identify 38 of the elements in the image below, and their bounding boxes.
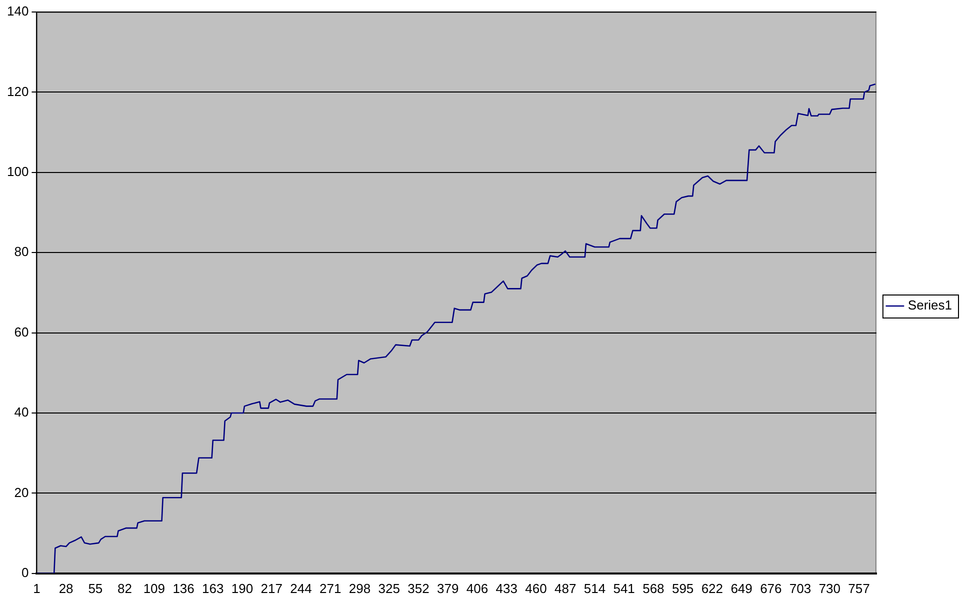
y-tick-label: 80 — [14, 244, 29, 260]
y-tick-label: 0 — [21, 564, 29, 580]
x-tick-label: 109 — [143, 580, 166, 596]
x-tick-label: 622 — [701, 580, 724, 596]
x-tick-label: 325 — [378, 580, 400, 596]
x-tick-label: 217 — [260, 580, 282, 596]
x-tick-label: 190 — [231, 580, 254, 596]
x-tick-label: 568 — [642, 580, 664, 596]
y-tick-label: 120 — [6, 84, 29, 99]
x-tick-label: 406 — [466, 580, 488, 596]
x-tick-label: 460 — [525, 580, 547, 596]
x-tick-label: 244 — [290, 580, 312, 596]
x-tick-label: 514 — [584, 580, 606, 596]
x-tick-label: 82 — [118, 580, 132, 596]
legend-label: Series1 — [908, 298, 952, 313]
x-tick-label: 649 — [730, 580, 752, 596]
x-tick-label: 487 — [554, 580, 576, 596]
x-tick-label: 676 — [760, 580, 782, 596]
x-tick-label: 1 — [33, 580, 40, 596]
x-tick-label: 541 — [613, 580, 635, 596]
x-tick-label: 757 — [848, 580, 870, 596]
x-tick-label: 55 — [88, 580, 103, 596]
x-tick-label: 730 — [818, 580, 840, 596]
x-tick-label: 136 — [172, 580, 194, 596]
x-tick-label: 379 — [437, 580, 459, 596]
x-tick-label: 595 — [672, 580, 694, 596]
x-tick-label: 271 — [320, 580, 342, 596]
x-tick-label: 28 — [58, 580, 74, 596]
y-tick-label: 20 — [14, 484, 29, 500]
y-tick-label: 100 — [6, 164, 29, 179]
x-tick-label: 298 — [348, 580, 371, 596]
y-tick-label: 60 — [14, 324, 29, 340]
x-tick-label: 433 — [496, 580, 518, 596]
y-tick-label: 140 — [6, 4, 29, 19]
x-tick-label: 352 — [408, 580, 430, 596]
x-tick-label: 163 — [202, 580, 224, 596]
x-tick-label: 703 — [789, 580, 812, 596]
y-tick-label: 40 — [14, 404, 29, 420]
